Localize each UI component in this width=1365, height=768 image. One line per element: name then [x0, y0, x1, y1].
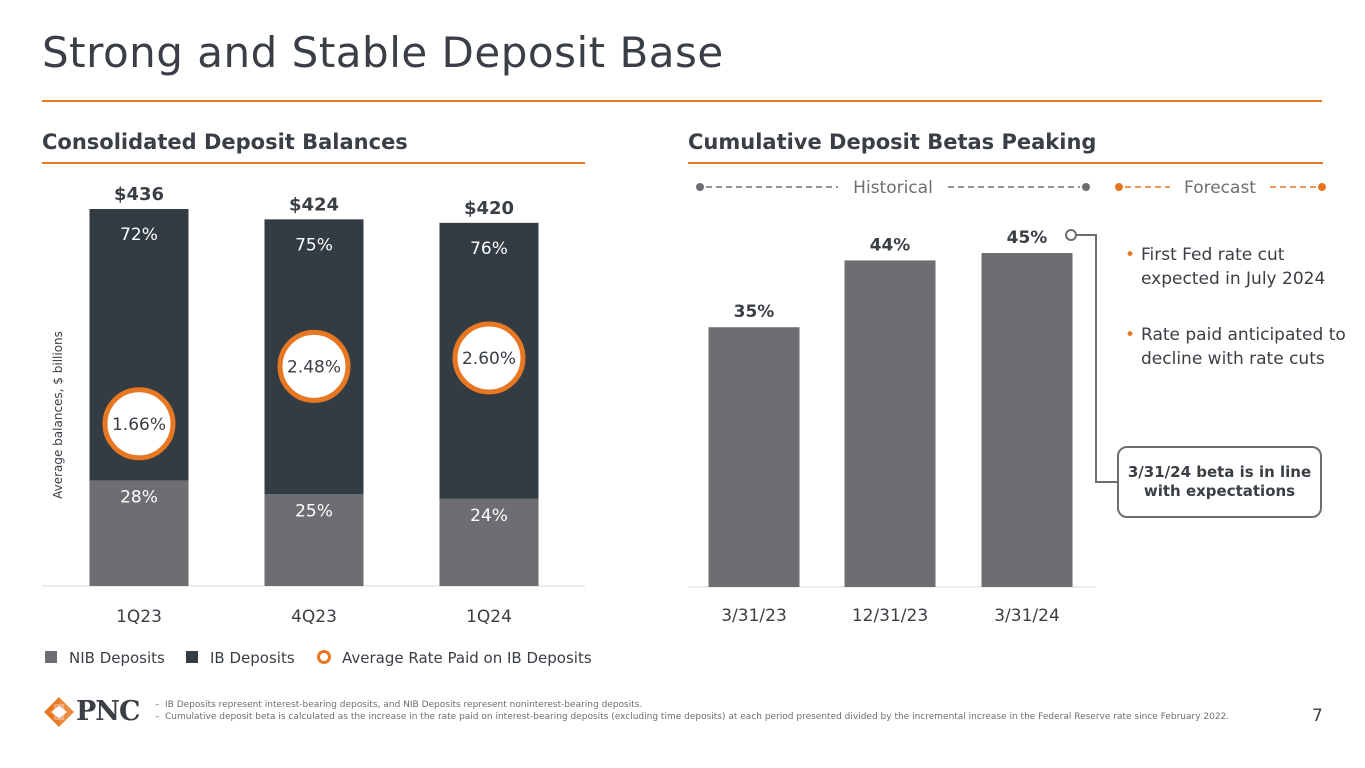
historical-start-dot-icon: [696, 183, 704, 191]
title-divider: [42, 100, 1322, 102]
beta-value-label: 44%: [870, 235, 911, 255]
footnote: IB Deposits represent interest-bearing d…: [155, 699, 1285, 711]
bar-nib-deposits: [264, 494, 364, 586]
rate-label: 1.66%: [112, 415, 166, 435]
forecast-start-dot-icon: [1115, 183, 1123, 191]
bullet-dot-icon: •: [1125, 325, 1136, 345]
bar-total-label: $436: [114, 184, 164, 205]
historical-end-dot-icon: [1082, 183, 1090, 191]
x-tick-label: 4Q23: [291, 607, 337, 627]
pnc-logo-text: PNC: [76, 696, 140, 727]
legend-swatch-icon: [186, 651, 198, 663]
callout-text: 3/31/24 beta is in line with expectation…: [1127, 463, 1312, 500]
legend-label: NIB Deposits: [69, 649, 165, 667]
x-tick-label: 12/31/23: [852, 606, 928, 626]
rate-label: 2.48%: [287, 357, 341, 377]
legend-swatch-icon: [45, 651, 57, 663]
rate-circle-marker: [277, 329, 351, 403]
page-number: 7: [1312, 706, 1323, 726]
rate-circle-marker: [452, 321, 526, 395]
bullet-dot-icon: •: [1125, 245, 1136, 265]
right-section-divider: [688, 162, 1323, 164]
beta-bar: [981, 253, 1073, 587]
bar-nib-deposits: [89, 480, 189, 586]
pnc-logo-icon: [44, 697, 74, 727]
x-tick-label: 1Q24: [466, 607, 512, 627]
footnote: Cumulative deposit beta is calculated as…: [155, 711, 1285, 723]
left-section-divider: [42, 162, 585, 164]
connector-start-dot-icon: [1065, 229, 1077, 241]
ib-share-label: 75%: [295, 235, 333, 255]
beta-callout-box: 3/31/24 beta is in line with expectation…: [1117, 446, 1322, 518]
historical-label: Historical: [853, 178, 933, 198]
beta-bar: [844, 260, 936, 587]
legend-label: IB Deposits: [210, 649, 295, 667]
bullet-item: • Rate paid anticipated to decline with …: [1125, 323, 1365, 371]
callout-connector-line: [1076, 234, 1117, 483]
nib-share-label: 24%: [470, 506, 508, 526]
nib-share-label: 28%: [120, 487, 158, 507]
bar-nib-deposits: [439, 498, 539, 586]
rate-label: 2.60%: [462, 349, 516, 369]
bullet-text: First Fed rate cut expected in July 2024: [1141, 245, 1326, 289]
x-tick-label: 1Q23: [116, 607, 162, 627]
right-section-title: Cumulative Deposit Betas Peaking: [688, 130, 1097, 154]
bullet-text: Rate paid anticipated to decline with ra…: [1141, 325, 1346, 369]
bullet-item: • First Fed rate cut expected in July 20…: [1125, 243, 1365, 291]
x-tick-label: 3/31/23: [721, 606, 787, 626]
rate-circle-marker: [102, 387, 176, 461]
legend-label: Average Rate Paid on IB Deposits: [342, 649, 592, 667]
pnc-logo: PNC: [42, 694, 142, 730]
bar-total-label: $420: [464, 198, 514, 219]
left-section-title: Consolidated Deposit Balances: [42, 130, 408, 154]
page-title: Strong and Stable Deposit Base: [42, 28, 724, 77]
nib-share-label: 25%: [295, 501, 333, 521]
footnotes: IB Deposits represent interest-bearing d…: [155, 699, 1285, 723]
beta-bar: [708, 327, 800, 587]
x-tick-label: 3/31/24: [994, 606, 1060, 626]
legend-ring-icon: [317, 650, 331, 664]
ib-share-label: 76%: [470, 239, 508, 259]
y-axis-label: Average balances, $ billions: [51, 331, 65, 499]
beta-value-label: 35%: [734, 302, 775, 322]
beta-value-label: 45%: [1007, 228, 1048, 248]
forecast-label: Forecast: [1184, 178, 1256, 198]
ib-share-label: 72%: [120, 225, 158, 245]
forecast-end-dot-icon: [1318, 183, 1326, 191]
bar-total-label: $424: [289, 194, 339, 215]
